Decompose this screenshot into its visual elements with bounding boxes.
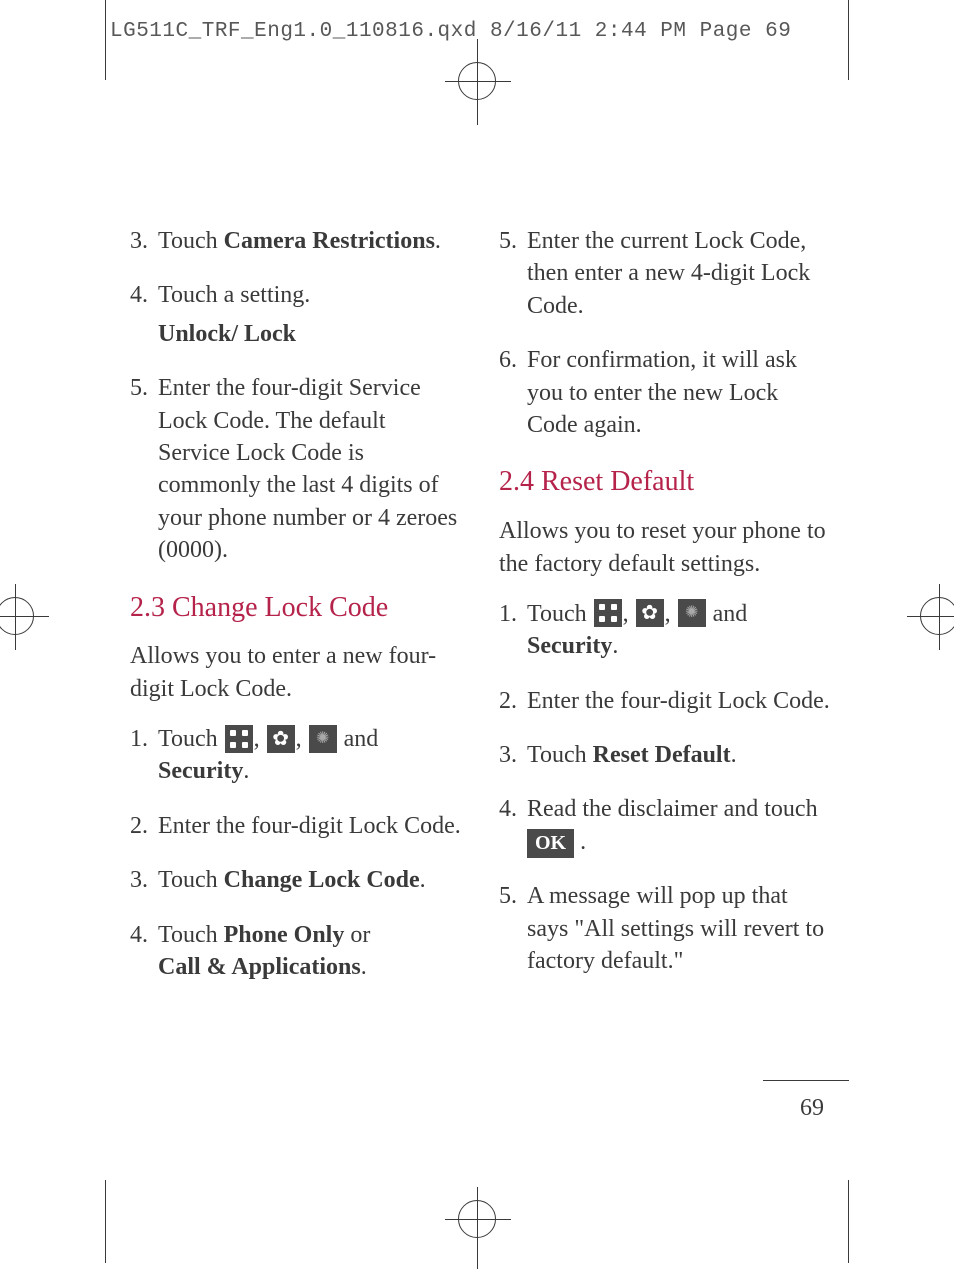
paragraph: Allows you to enter a new four-digit Loc… bbox=[130, 640, 461, 705]
gear-icon bbox=[267, 725, 295, 753]
list-item: 4. Read the disclaimer and touch OK . bbox=[499, 793, 830, 858]
crop-mark bbox=[848, 0, 849, 80]
registration-mark bbox=[458, 1200, 496, 1238]
list-item: 1. Touch , , and Security. bbox=[499, 598, 830, 663]
right-column: 5. Enter the current Lock Code, then ent… bbox=[499, 225, 830, 1005]
settings-icon bbox=[678, 599, 706, 627]
crop-header: LG511C_TRF_Eng1.0_110816.qxd 8/16/11 2:4… bbox=[110, 20, 791, 43]
ok-badge: OK bbox=[527, 829, 574, 858]
page-footer-rule bbox=[763, 1080, 849, 1081]
list-item: 6. For confirmation, it will ask you to … bbox=[499, 344, 830, 441]
crop-mark bbox=[105, 0, 106, 80]
crop-mark bbox=[848, 1180, 849, 1263]
list-item: 5. Enter the four-digit Service Lock Cod… bbox=[130, 372, 461, 566]
list-item: 3. Touch Camera Restrictions. bbox=[130, 225, 461, 257]
list-item: 3. Touch Reset Default. bbox=[499, 739, 830, 771]
section-heading: 2.4 Reset Default bbox=[499, 463, 830, 501]
list-item: 4. Touch Phone Only or Call & Applicatio… bbox=[130, 919, 461, 984]
list-item: 5. A message will pop up that says "All … bbox=[499, 880, 830, 977]
gear-icon bbox=[636, 599, 664, 627]
list-item: 3. Touch Change Lock Code. bbox=[130, 864, 461, 896]
paragraph: Allows you to reset your phone to the fa… bbox=[499, 515, 830, 580]
settings-icon bbox=[309, 725, 337, 753]
registration-mark bbox=[0, 597, 34, 635]
list-item: 2. Enter the four-digit Lock Code. bbox=[130, 810, 461, 842]
page-number: 69 bbox=[800, 1095, 824, 1122]
list-item: 2. Enter the four-digit Lock Code. bbox=[499, 685, 830, 717]
page-content: 3. Touch Camera Restrictions. 4. Touch a… bbox=[130, 225, 830, 1005]
apps-icon bbox=[225, 725, 253, 753]
list-item: 5. Enter the current Lock Code, then ent… bbox=[499, 225, 830, 322]
registration-mark bbox=[458, 62, 496, 100]
left-column: 3. Touch Camera Restrictions. 4. Touch a… bbox=[130, 225, 461, 1005]
registration-mark bbox=[920, 597, 954, 635]
section-heading: 2.3 Change Lock Code bbox=[130, 589, 461, 627]
crop-mark bbox=[105, 1180, 106, 1263]
apps-icon bbox=[594, 599, 622, 627]
list-item: 1. Touch , , and Security. bbox=[130, 723, 461, 788]
list-item: 4. Touch a setting. Unlock/ Lock bbox=[130, 279, 461, 350]
